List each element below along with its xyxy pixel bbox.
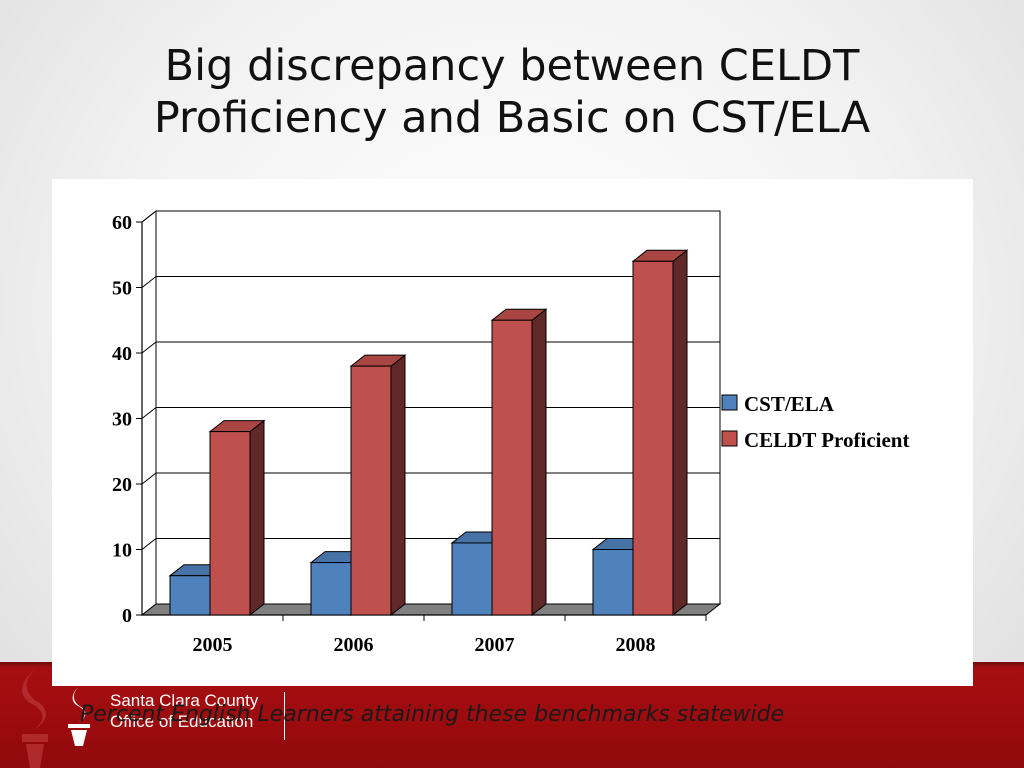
bar-cst-ela-2005 [169,575,211,616]
county-office-logo: Santa Clara County Office of Education [62,684,292,746]
gridline-side [141,276,157,288]
legend-label: CST/ELA [744,392,835,416]
slide-title: Big discrepancy between CELDT Proficienc… [0,40,1024,144]
bar-side-celdt-proficient-2006 [390,354,406,617]
chart-caption: Percent English Learners attaining these… [80,702,785,727]
x-tick-label: 2005 [193,634,233,656]
slide-title-line-2: Proficiency and Basic on CST/ELA [153,93,871,143]
watermark-flame-icon [22,668,48,768]
bar-chart: 0 10 20 30 40 50 60 2005 2006 2007 2008 CST/ELA CELD… [112,209,909,656]
bar-celdt-proficient-2006 [350,365,392,616]
gridline-side [141,210,157,223]
logo-line-2: Office of Education [110,712,254,731]
bar-celdt-proficient-2005 [209,431,251,616]
x-tick-label: 2006 [334,634,374,656]
bar-cst-ela-2008 [592,549,634,616]
y-tick-label: 0 [122,605,132,627]
gridline-side [141,472,157,485]
bar-celdt-proficient-2007 [491,319,533,616]
y-tick-label: 50 [112,278,132,300]
bar-cst-ela-2006 [310,562,352,616]
y-tick-label: 60 [112,212,132,234]
gridline-side [141,407,157,419]
bar-side-celdt-proficient-2005 [249,419,265,617]
bar-celdt-proficient-2008 [632,260,674,616]
gridline-side [141,341,157,354]
gridline-side [141,538,157,550]
y-tick-label: 30 [112,409,132,431]
bar-side-celdt-proficient-2008 [672,249,688,617]
y-tick-label: 10 [112,540,132,562]
slide-title-line-1: Big discrepancy between CELDT [164,41,860,91]
logo-text: Santa Clara County Office of Education [110,690,258,732]
torch-logo-icon [68,685,90,746]
logo-divider [284,692,285,740]
chart-panel: 0 10 20 30 40 50 60 2005 2006 2007 2008 CST/ELA CELD… [52,179,973,686]
y-tick-label: 20 [112,474,132,496]
bar-cst-ela-2007 [451,542,493,616]
logo-line-1: Santa Clara County [110,691,259,710]
legend-swatch [721,430,738,447]
legend-swatch [721,394,738,411]
bar-side-celdt-proficient-2007 [531,308,547,617]
x-tick-label: 2008 [616,634,656,656]
y-tick-label: 40 [112,343,132,365]
x-tick-label: 2007 [475,634,515,656]
legend-label: CELDT Proficient [744,428,909,452]
